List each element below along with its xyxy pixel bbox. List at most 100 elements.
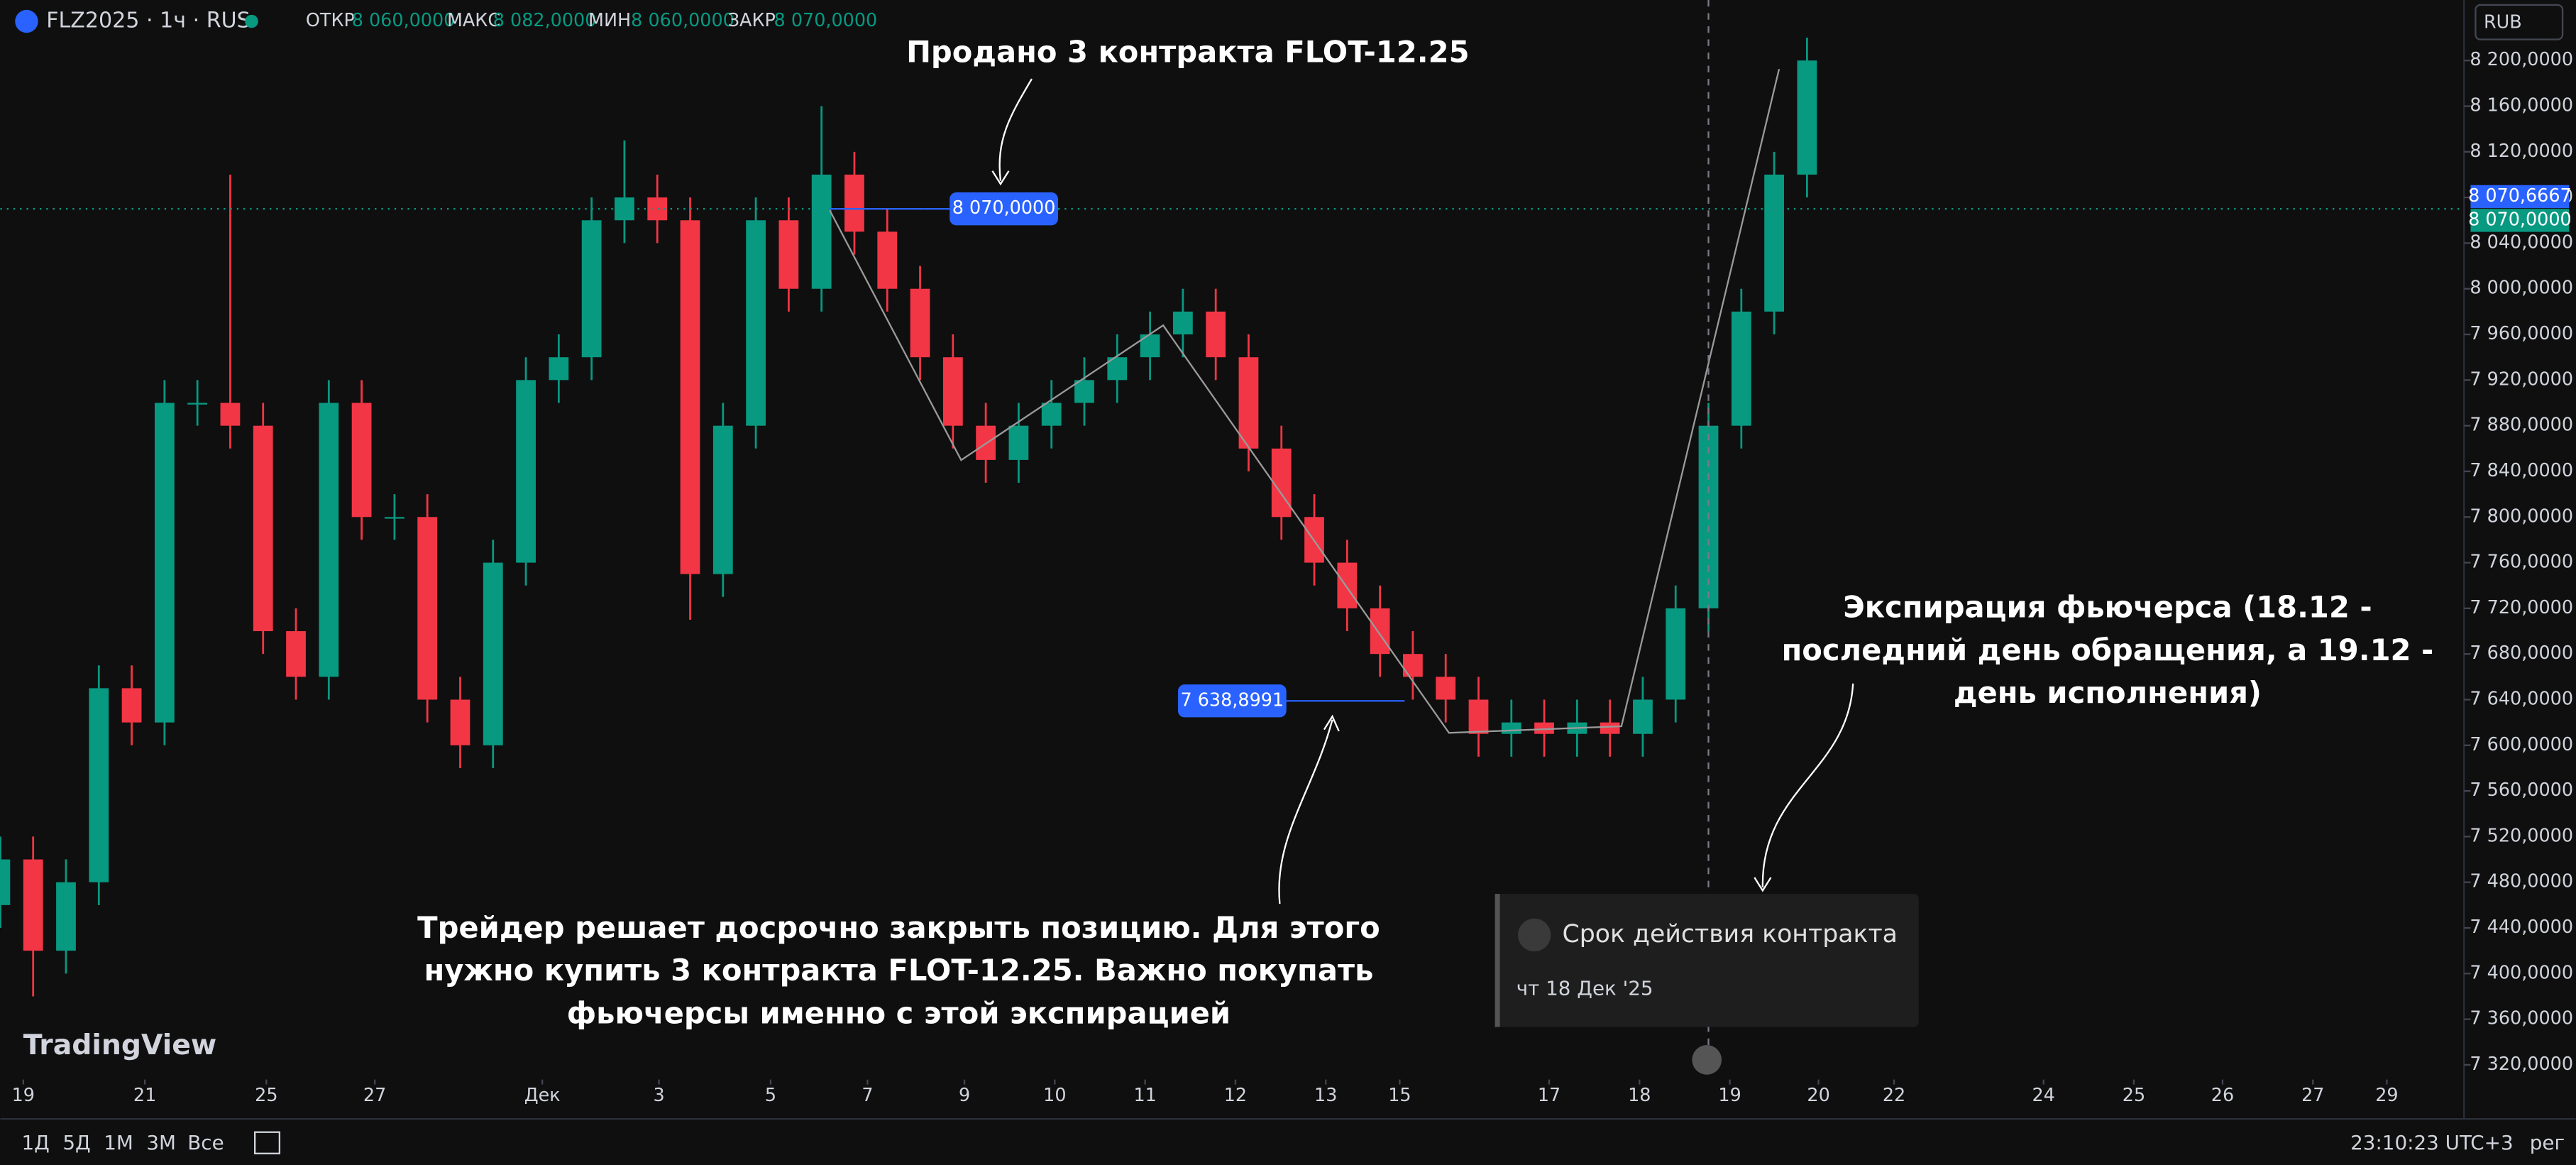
tooltip-edge xyxy=(1495,894,1500,1027)
clock: 23:10:23 UTC+3 xyxy=(2350,1131,2514,1154)
ohlc-value: 8 060,0000 xyxy=(352,10,456,31)
candle-body xyxy=(121,688,142,723)
market-status xyxy=(245,14,258,28)
y-tick-label: 7 960,0000 xyxy=(2470,323,2573,344)
symbol[interactable]: FLZ2025 · 1ч · RUS xyxy=(46,9,251,33)
y-tick-label: 7 400,0000 xyxy=(2470,962,2573,983)
arrowhead xyxy=(991,170,1010,186)
candle-body xyxy=(680,220,700,574)
axis-badge-label: 8 070,0000 xyxy=(2468,209,2572,230)
y-tick-label: 7 840,0000 xyxy=(2470,460,2573,481)
range-button[interactable]: Все xyxy=(187,1131,224,1154)
ohlc-value: 8 070,0000 xyxy=(774,10,878,31)
annotation: последний день обращения, а 19.12 - xyxy=(1782,633,2434,667)
range-button[interactable]: 5Д xyxy=(62,1131,90,1154)
logo: TradingView xyxy=(23,1029,216,1061)
candle-body xyxy=(253,425,273,632)
y-tick-label: 7 560,0000 xyxy=(2470,780,2573,801)
x-tick-label: 19 xyxy=(12,1085,35,1106)
candle-body xyxy=(1238,357,1259,449)
candle-body xyxy=(1797,60,1817,175)
candle-body xyxy=(1008,425,1029,460)
date-range-button[interactable] xyxy=(254,1131,281,1154)
candle-body xyxy=(1370,608,1390,655)
y-tick-label: 8 200,0000 xyxy=(2470,49,2573,70)
candle-body xyxy=(417,517,438,700)
range-button[interactable]: 1Д xyxy=(21,1131,49,1154)
y-tick-label: 7 360,0000 xyxy=(2470,1008,2573,1029)
x-tick-label: 5 xyxy=(765,1085,776,1106)
x-tick-label: 26 xyxy=(2211,1085,2234,1106)
x-tick-label: 10 xyxy=(1043,1085,1066,1106)
x-tick-label: 29 xyxy=(2375,1085,2398,1106)
x-tick-label: 27 xyxy=(363,1085,386,1106)
candle-body xyxy=(1633,699,1653,734)
arrowhead xyxy=(1323,714,1340,732)
x-tick-label: 22 xyxy=(1883,1085,1905,1106)
y-tick-label: 7 640,0000 xyxy=(2470,688,2573,709)
price-label-box xyxy=(950,192,1058,226)
x-tick-label: 25 xyxy=(2123,1085,2145,1106)
candle-body xyxy=(23,859,43,951)
tooltip xyxy=(1495,894,1919,1027)
arrow xyxy=(1761,683,1854,887)
y-tick-label: 7 480,0000 xyxy=(2470,871,2573,892)
candle-body xyxy=(877,231,898,289)
candle-body xyxy=(286,631,306,677)
currency-select[interactable] xyxy=(2475,4,2564,40)
arrowhead xyxy=(1754,877,1772,892)
x-tick-label: 25 xyxy=(255,1085,277,1106)
x-tick-label: 24 xyxy=(2032,1085,2054,1106)
annotation: фьючерсы именно с этой экспирацией xyxy=(567,995,1231,1030)
ohlc-label: ОТКР xyxy=(306,10,355,31)
axis-badge-label: 8 070,6667 xyxy=(2468,185,2572,207)
x-tick-label: 15 xyxy=(1388,1085,1411,1106)
y-tick-label: 7 880,0000 xyxy=(2470,415,2573,436)
candle-body xyxy=(712,425,733,574)
y-tick-label: 8 160,0000 xyxy=(2470,95,2573,116)
candle-body xyxy=(581,220,602,358)
candle-body xyxy=(549,357,569,381)
candle-body xyxy=(910,288,930,358)
symbol-icon xyxy=(15,9,38,33)
expiration-marker[interactable] xyxy=(1692,1045,1722,1075)
axis-badge xyxy=(2470,185,2570,209)
hourglass-icon xyxy=(1518,918,1551,952)
annotation: день исполнения) xyxy=(1954,675,2262,710)
candle-body xyxy=(220,403,241,426)
candle-body xyxy=(1731,311,1751,426)
candle-body xyxy=(1041,403,1062,426)
axis-badge xyxy=(2470,209,2570,232)
arrow xyxy=(1278,719,1333,904)
y-tick-label: 7 920,0000 xyxy=(2470,368,2573,390)
x-tick-label: 19 xyxy=(1718,1085,1741,1106)
candle-body xyxy=(1403,654,1423,677)
candle-body xyxy=(0,859,11,905)
x-tick-label: 11 xyxy=(1133,1085,1156,1106)
candle-body xyxy=(1271,448,1292,518)
ohlc-value: 8 060,0000 xyxy=(631,10,734,31)
candle-body xyxy=(1074,380,1094,403)
ohlc-label: ЗАКР xyxy=(728,10,776,31)
session-mode[interactable]: рег xyxy=(2530,1131,2565,1154)
plot-area xyxy=(0,38,1817,997)
annotation: Трейдер решает досрочно закрыть позицию.… xyxy=(417,910,1380,945)
currency[interactable]: RUB xyxy=(2484,11,2522,33)
candle-body xyxy=(483,562,503,745)
x-tick-label: 12 xyxy=(1224,1085,1247,1106)
x-tick-label: 18 xyxy=(1628,1085,1651,1106)
range-button[interactable]: 3М xyxy=(146,1131,176,1154)
price-label: 8 070,0000 xyxy=(952,197,1056,219)
annotation: нужно купить 3 контракта FLOT-12.25. Важ… xyxy=(424,953,1373,988)
y-tick-label: 7 800,0000 xyxy=(2470,505,2573,527)
candle-body xyxy=(746,220,766,426)
ohlc-label: МАКС xyxy=(447,10,500,31)
y-tick-label: 7 720,0000 xyxy=(2470,597,2573,618)
tooltip-title: Срок действия контракта xyxy=(1563,920,1898,948)
y-tick-label: 7 680,0000 xyxy=(2470,642,2573,664)
range-button[interactable]: 1М xyxy=(104,1131,133,1154)
x-tick-label: 20 xyxy=(1807,1085,1829,1106)
x-tick-label: 3 xyxy=(653,1085,664,1106)
